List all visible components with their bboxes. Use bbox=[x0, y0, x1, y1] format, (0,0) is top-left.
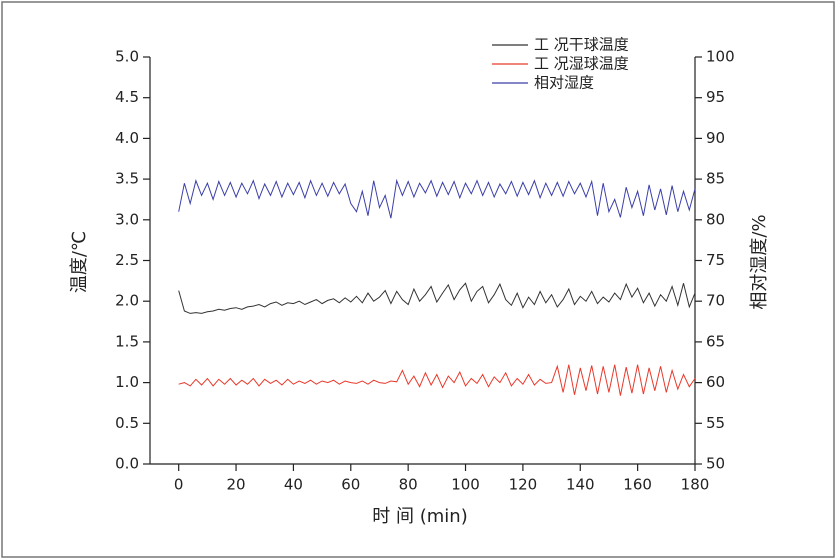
y2-tick-label: 65 bbox=[706, 332, 725, 350]
series-line bbox=[178, 178, 696, 219]
y-tick-label: 3.5 bbox=[115, 170, 139, 188]
legend-label: 相对湿度 bbox=[534, 74, 594, 92]
y2-tick-label: 55 bbox=[706, 414, 725, 432]
y-tick-label: 5.0 bbox=[115, 48, 139, 66]
y2-tick-label: 50 bbox=[706, 455, 725, 473]
series-line bbox=[178, 282, 696, 314]
y-tick-label: 1.0 bbox=[115, 373, 139, 391]
x-tick-label: 120 bbox=[509, 476, 538, 494]
x-tick-label: 0 bbox=[174, 476, 184, 494]
x-tick-label: 60 bbox=[341, 476, 360, 494]
legend-label: 工 况湿球温度 bbox=[534, 55, 629, 73]
y2-tick-label: 75 bbox=[706, 251, 725, 269]
y2-tick-label: 90 bbox=[706, 129, 725, 147]
x-tick-label: 160 bbox=[623, 476, 652, 494]
y2-tick-label: 100 bbox=[706, 48, 735, 66]
y-tick-label: 0.0 bbox=[115, 455, 139, 473]
y2-tick-label: 80 bbox=[706, 210, 725, 228]
y-tick-label: 2.5 bbox=[115, 251, 139, 269]
y2-tick-label: 70 bbox=[706, 292, 725, 310]
x-tick-label: 80 bbox=[399, 476, 418, 494]
y2-tick-label: 85 bbox=[706, 170, 725, 188]
x-tick-label: 20 bbox=[227, 476, 246, 494]
y2-tick-label: 95 bbox=[706, 88, 725, 106]
y2-axis-label: 相对湿度/% bbox=[749, 214, 770, 309]
x-tick-label: 40 bbox=[284, 476, 303, 494]
y-tick-label: 1.5 bbox=[115, 332, 139, 350]
x-tick-label: 100 bbox=[451, 476, 480, 494]
y-tick-label: 4.5 bbox=[115, 88, 139, 106]
y-tick-label: 3.0 bbox=[115, 210, 139, 228]
y-tick-label: 4.0 bbox=[115, 129, 139, 147]
x-tick-label: 180 bbox=[681, 476, 710, 494]
y-tick-label: 2.0 bbox=[115, 292, 139, 310]
x-tick-label: 140 bbox=[566, 476, 595, 494]
x-axis-label: 时 间 (min) bbox=[372, 506, 467, 527]
y2-tick-label: 60 bbox=[706, 373, 725, 391]
y-tick-label: 0.5 bbox=[115, 414, 139, 432]
y-axis-label: 温度/℃ bbox=[69, 231, 90, 293]
series-line bbox=[178, 364, 696, 396]
legend-label: 工 况干球温度 bbox=[534, 36, 629, 54]
